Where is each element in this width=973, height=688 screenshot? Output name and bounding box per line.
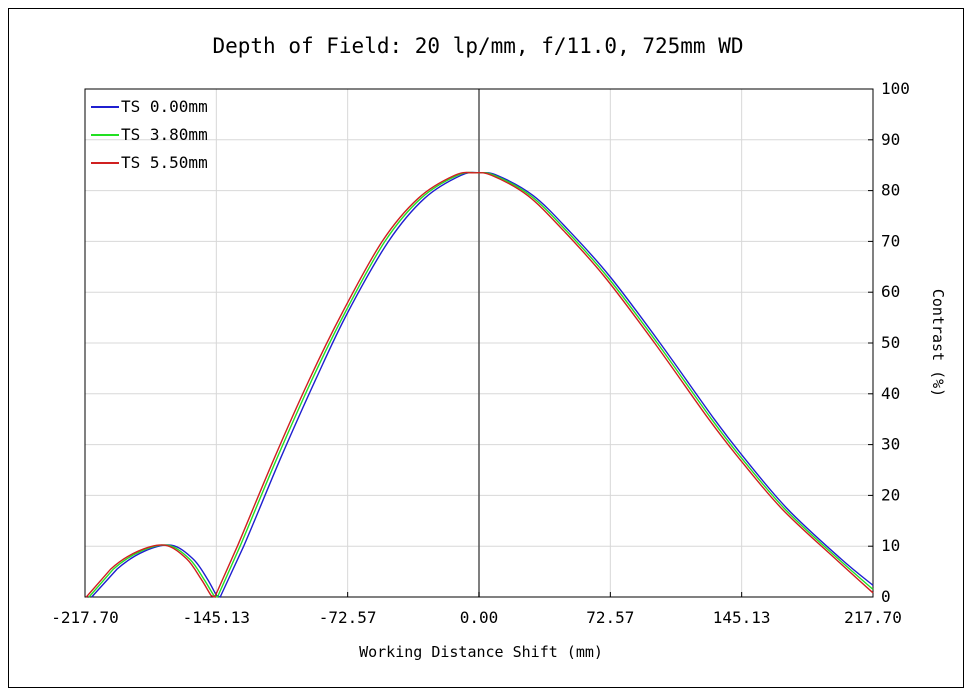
y-tick-label: 40: [881, 384, 900, 403]
x-axis-ticks: -217.70 -145.13 -72.57 0.00 72.57 145.13 217.7…: [51, 592, 902, 627]
x-tick-label: 217.70: [844, 608, 902, 627]
y-axis-ticks: 0 10 20 30 40 50 60 70 80 90 100: [868, 79, 910, 606]
legend-label: TS 5.50mm: [121, 153, 208, 172]
y-tick-label: 10: [881, 536, 900, 555]
x-tick-label: -217.70: [51, 608, 118, 627]
y-tick-label: 20: [881, 485, 900, 504]
dof-chart: Depth of Field: 20 lp/mm, f/11.0, 725mm …: [51, 34, 947, 661]
x-axis-label: Working Distance Shift (mm): [359, 643, 603, 661]
x-tick-label: 145.13: [713, 608, 771, 627]
y-tick-label: 90: [881, 130, 900, 149]
series-line-2: [88, 171, 874, 598]
x-tick-label: -145.13: [183, 608, 250, 627]
series-lines: [85, 171, 874, 598]
chart-title: Depth of Field: 20 lp/mm, f/11.0, 725mm …: [212, 34, 743, 58]
y-tick-label: 60: [881, 282, 900, 301]
x-tick-label: 0.00: [460, 608, 499, 627]
legend: TS 0.00mm TS 3.80mm TS 5.50mm: [91, 97, 208, 172]
legend-label: TS 3.80mm: [121, 125, 208, 144]
y-tick-label: 30: [881, 435, 900, 454]
x-tick-label: -72.57: [319, 608, 377, 627]
y-tick-label: 0: [881, 587, 891, 606]
series-line-1: [91, 171, 874, 598]
series-line-3: [85, 171, 874, 598]
chart-frame: Depth of Field: 20 lp/mm, f/11.0, 725mm …: [8, 8, 964, 688]
y-tick-label: 100: [881, 79, 910, 98]
legend-label: TS 0.00mm: [121, 97, 208, 116]
grid: [85, 89, 873, 597]
x-tick-label: 72.57: [586, 608, 634, 627]
y-tick-label: 80: [881, 181, 900, 200]
y-tick-label: 70: [881, 231, 900, 250]
y-tick-label: 50: [881, 333, 900, 352]
y-axis-label: Contrast (%): [929, 289, 947, 397]
